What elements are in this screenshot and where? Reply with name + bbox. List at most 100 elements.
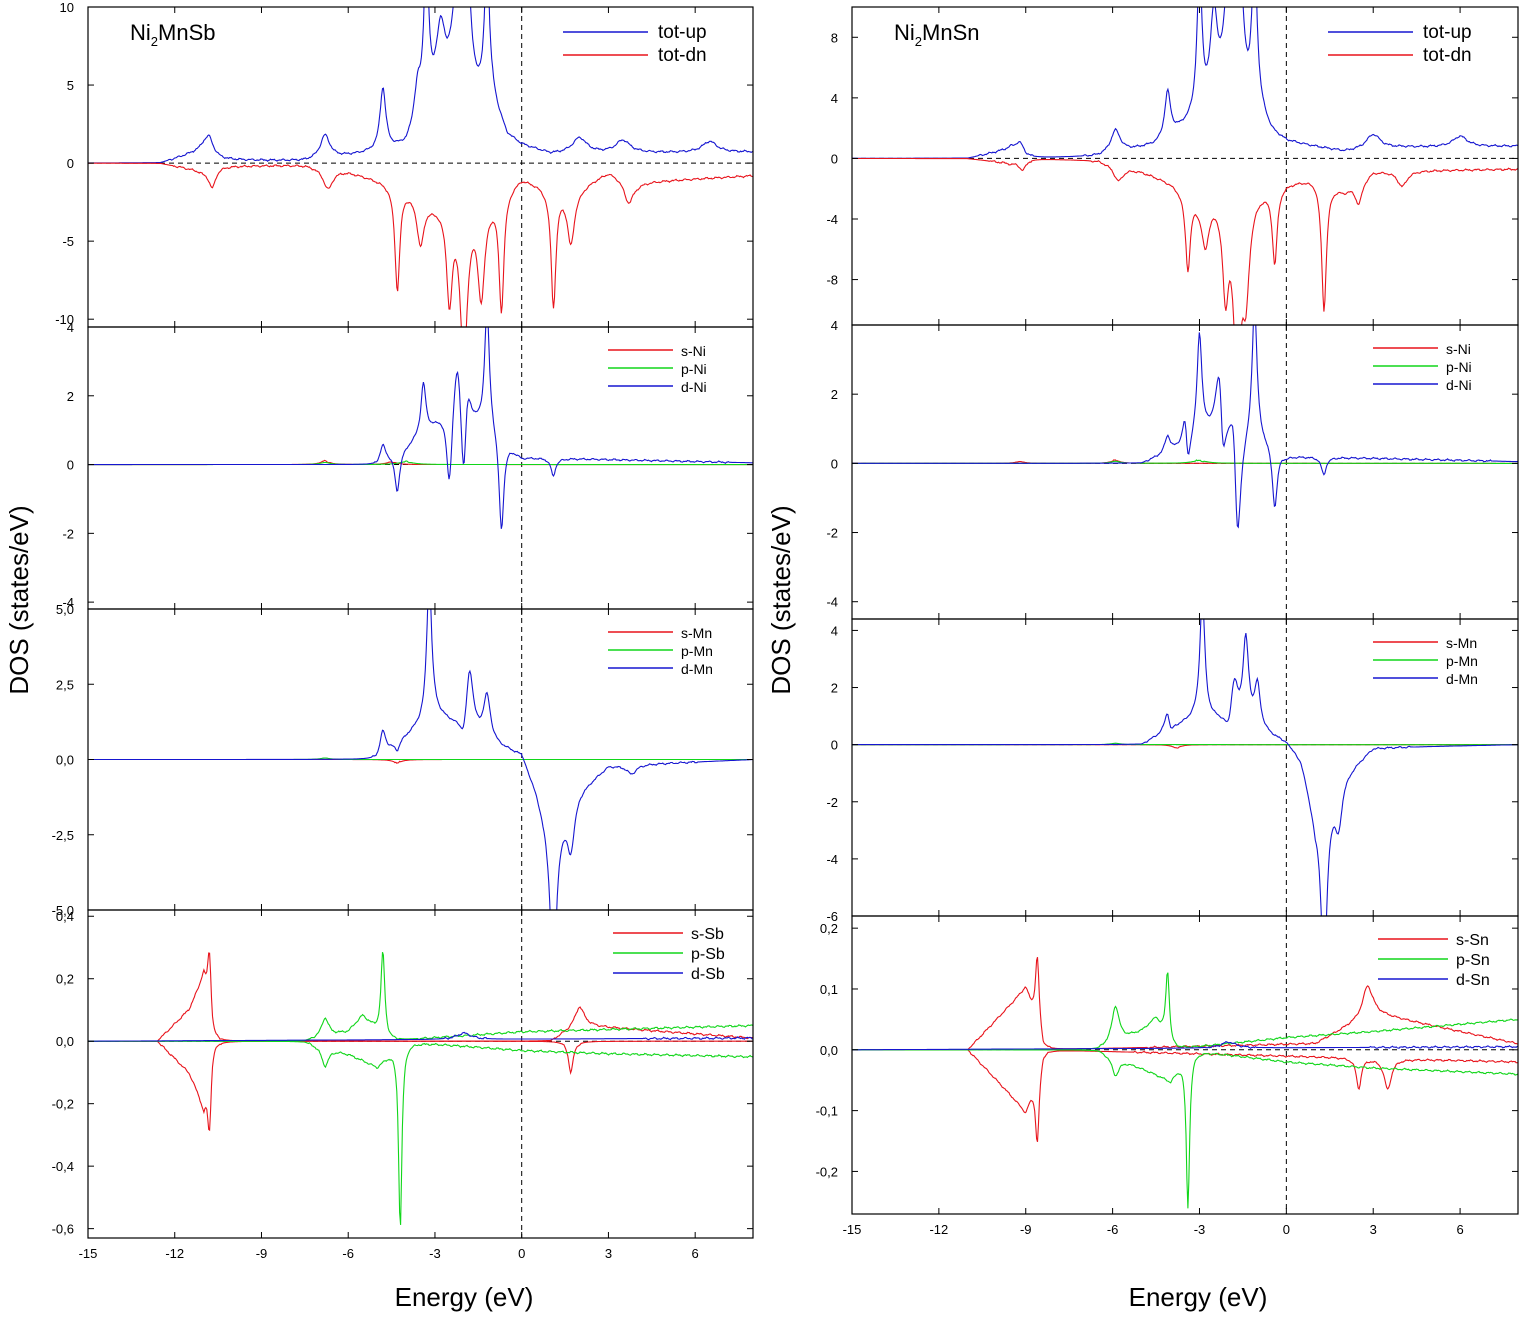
- legend-label-s-Ni: s-Ni: [681, 343, 706, 359]
- ytick-label: -4: [826, 212, 838, 227]
- panel-sn-sn: 0,2 0,1 0,0 -0,1 -0,2 -15 -12 -9 -6 -3 0 3 6 s-Sn p-Sn…: [816, 915, 1519, 1237]
- ytick-label: -4: [62, 595, 74, 610]
- legend-label-s-Sn: s-Sn: [1456, 932, 1489, 949]
- compound-subscript: 2: [151, 34, 158, 49]
- xtick-label: -12: [165, 1246, 184, 1261]
- xtick-label: 0: [518, 1246, 525, 1261]
- series-p-Sn-up: [852, 972, 1518, 1051]
- panel-frame: [87, 326, 754, 610]
- legend-label-s-Ni: s-Ni: [1446, 341, 1471, 357]
- compound-prefix: Ni: [894, 20, 915, 45]
- ytick-label: -4: [826, 595, 838, 610]
- ytick-label: 0: [67, 458, 74, 473]
- panel-sn-mn: 4 2 0 -2 -4 -6 s-Mn p-Mn d-Mn: [826, 618, 1519, 924]
- panel-frame: [851, 324, 1519, 620]
- legend-label-p-Sb: p-Sb: [691, 946, 725, 963]
- legend-label-s-Mn: s-Mn: [1446, 635, 1477, 651]
- ytick-label: 4: [831, 623, 838, 638]
- xtick-label: -15: [79, 1246, 98, 1261]
- legend-label-tot-dn: tot-dn: [1423, 45, 1472, 66]
- legend-label-p-Mn: p-Mn: [1446, 653, 1478, 669]
- series-tot-dn: [88, 162, 753, 327]
- panel-sb-ni: 4 2 0 -2 -4 s-Ni p-Ni d-Ni: [62, 320, 754, 610]
- ytick-label: -5,0: [52, 903, 74, 918]
- legend-label-s-Sb: s-Sb: [691, 926, 724, 943]
- ytick-label: -0,2: [52, 1097, 74, 1112]
- ytick-label: 4: [831, 318, 838, 333]
- left-ylabel: DOS (states/eV): [4, 505, 34, 694]
- legend-label-p-Ni: p-Ni: [681, 361, 707, 377]
- series-group: [88, 609, 753, 910]
- legend-label-tot-up: tot-up: [1423, 22, 1472, 43]
- ytick-label: -2: [826, 526, 838, 541]
- ytick-label: 0,0: [56, 1034, 74, 1049]
- ytick-label: 0: [831, 456, 838, 471]
- legend-label-s-Mn: s-Mn: [681, 625, 712, 641]
- legend: s-Mn p-Mn d-Mn: [1373, 635, 1478, 687]
- xtick-label: 6: [692, 1246, 699, 1261]
- series-tot-up: [88, 7, 753, 164]
- series-p-Sn-dn: [852, 1049, 1518, 1209]
- xtick-label: 3: [605, 1246, 612, 1261]
- ytick-label: 10: [60, 0, 74, 15]
- series-group: [852, 956, 1518, 1209]
- xtick-label: -12: [929, 1222, 948, 1237]
- legend: s-Ni p-Ni d-Ni: [1373, 341, 1472, 393]
- xtick-label: -6: [1107, 1222, 1119, 1237]
- series-group: [88, 327, 753, 529]
- ytick-label: 8: [831, 30, 838, 45]
- right-xlabel: Energy (eV): [1129, 1282, 1268, 1312]
- ytick-label: -0,6: [52, 1222, 74, 1237]
- series-s-Sb-dn: [88, 1040, 753, 1132]
- ytick-label: 0: [831, 738, 838, 753]
- ytick-label: 5: [67, 78, 74, 93]
- ytick-label: 2: [67, 389, 74, 404]
- ytick-label: 4: [831, 91, 838, 106]
- xtick-label: -9: [256, 1246, 268, 1261]
- ytick-label: 0,0: [820, 1043, 838, 1058]
- xtick-label: 6: [1456, 1222, 1463, 1237]
- ytick-label: -6: [826, 909, 838, 924]
- compound-suffix: MnSb: [158, 20, 215, 45]
- xtick-label: -3: [429, 1246, 441, 1261]
- ytick-label: -5: [62, 234, 74, 249]
- panel-frame: [851, 6, 1519, 326]
- panel-frame: [851, 618, 1519, 917]
- ytick-label: -2,5: [52, 828, 74, 843]
- legend-label-d-Sn: d-Sn: [1456, 972, 1490, 989]
- ytick-label: -0,1: [816, 1104, 838, 1119]
- ytick-label: 0,1: [820, 982, 838, 997]
- series-group: [852, 619, 1518, 916]
- xtick-label: 0: [1283, 1222, 1290, 1237]
- series-group: [852, 7, 1518, 325]
- ytick-label: 5,0: [56, 602, 74, 617]
- xtick-label: -6: [342, 1246, 354, 1261]
- compound-title: Ni2MnSb: [130, 20, 216, 49]
- series-d-Mn: [88, 609, 753, 910]
- ytick-label: -0,2: [816, 1164, 838, 1179]
- legend: s-Mn p-Mn d-Mn: [608, 625, 713, 677]
- series-s-Sn-dn: [852, 1049, 1518, 1143]
- legend: s-Sn p-Sn d-Sn: [1378, 932, 1490, 989]
- panel-frame: [87, 6, 754, 328]
- left-xlabel: Energy (eV): [395, 1282, 534, 1312]
- ytick-label: 2,5: [56, 677, 74, 692]
- legend-label-p-Sn: p-Sn: [1456, 952, 1490, 969]
- ytick-label: 2: [831, 681, 838, 696]
- legend-label-tot-dn: tot-dn: [658, 45, 707, 66]
- legend-label-p-Mn: p-Mn: [681, 643, 713, 659]
- ytick-label: -2: [826, 795, 838, 810]
- ytick-label: 2: [831, 387, 838, 402]
- series-p-Sb-dn: [88, 1040, 753, 1225]
- compound-suffix: MnSn: [922, 20, 979, 45]
- series-d-Sn: [852, 1040, 1518, 1051]
- legend-label-d-Mn: d-Mn: [681, 661, 713, 677]
- ytick-label: -10: [55, 312, 74, 327]
- xtick-label: -15: [843, 1222, 862, 1237]
- compound-title: Ni2MnSn: [894, 20, 980, 49]
